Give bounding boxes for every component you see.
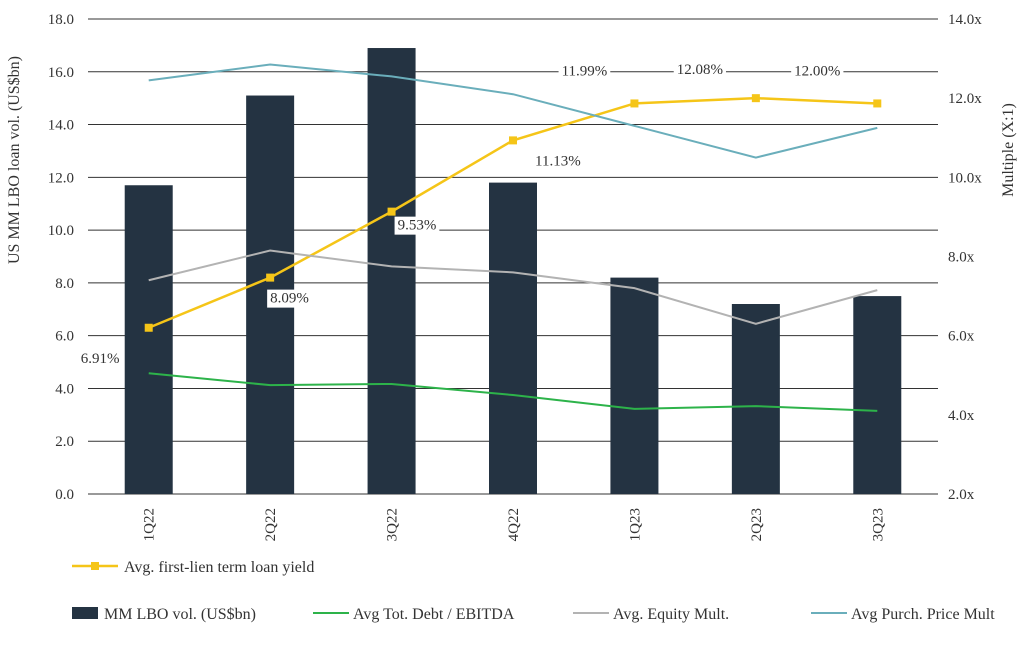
legend-label: MM LBO vol. (US$bn) bbox=[104, 606, 256, 623]
y-tick-label: 14.0 bbox=[48, 118, 74, 134]
series-marker bbox=[630, 99, 639, 108]
legend-swatch bbox=[72, 607, 98, 619]
bar bbox=[489, 182, 537, 494]
y-tick-label: 16.0 bbox=[48, 65, 74, 81]
bar bbox=[124, 185, 173, 494]
x-tick-label: 1Q23 bbox=[627, 508, 643, 541]
line-series bbox=[144, 63, 882, 412]
bar bbox=[853, 296, 902, 494]
data-label: 6.91% bbox=[81, 351, 120, 367]
x-tick-label: 3Q23 bbox=[870, 508, 886, 541]
axes: 0.0 2.0 4.0 6.0 8.0 10.0 12.0 14.0 16.0 18.0 2.0x 4… bbox=[48, 12, 983, 541]
y-tick-label: 18.0 bbox=[48, 12, 74, 28]
series-line bbox=[148, 249, 878, 325]
legend-label: Avg Tot. Debt / EBITDA bbox=[353, 606, 515, 623]
series-marker bbox=[751, 94, 760, 103]
data-label-background bbox=[77, 349, 123, 368]
y-axis-title: US MM LBO loan vol. (US$bn) bbox=[6, 56, 23, 264]
data-label: 9.53% bbox=[398, 218, 437, 234]
bar bbox=[731, 304, 780, 494]
data-label: 11.13% bbox=[535, 153, 581, 169]
y2-tick-label: 10.0x bbox=[948, 170, 982, 186]
y2-tick-label: 12.0x bbox=[948, 91, 982, 107]
bar bbox=[610, 277, 659, 494]
series-marker bbox=[509, 136, 517, 145]
y2-tick-label: 4.0x bbox=[948, 408, 975, 424]
legend: Avg. first-lien term loan yield MM LBO vo… bbox=[72, 559, 995, 623]
y2-axis-title: Multiple (X:1) bbox=[1000, 103, 1017, 197]
data-label-background bbox=[558, 62, 611, 81]
y2-tick-label: 2.0x bbox=[948, 487, 975, 503]
x-tick-label: 3Q22 bbox=[385, 508, 401, 541]
legend-label: Avg. first-lien term loan yield bbox=[124, 559, 314, 576]
series-line bbox=[148, 372, 878, 412]
data-label: 12.08% bbox=[677, 62, 723, 78]
y-tick-label: 0.0 bbox=[55, 487, 74, 503]
y2-tick-label: 8.0x bbox=[948, 250, 975, 266]
data-label-background bbox=[791, 62, 844, 81]
series-marker bbox=[387, 207, 396, 216]
x-tick-label: 2Q23 bbox=[749, 508, 765, 541]
bar bbox=[367, 48, 416, 495]
y-tick-label: 2.0 bbox=[55, 434, 74, 450]
x-tick-label: 1Q22 bbox=[142, 508, 158, 541]
data-label-background bbox=[267, 289, 312, 308]
y-tick-label: 10.0 bbox=[48, 223, 74, 239]
legend-label: Avg Purch. Price Mult bbox=[851, 606, 995, 623]
x-tick-label: 4Q22 bbox=[506, 508, 522, 541]
y-tick-label: 12.0 bbox=[48, 170, 74, 186]
series-marker bbox=[266, 273, 275, 282]
y2-tick-label: 14.0x bbox=[948, 12, 982, 28]
y-tick-label: 6.0 bbox=[55, 329, 74, 345]
series-line bbox=[148, 63, 878, 159]
x-tick-label: 2Q22 bbox=[263, 508, 279, 541]
y-tick-label: 8.0 bbox=[55, 276, 74, 292]
data-label-background bbox=[673, 61, 726, 80]
data-label-background bbox=[394, 216, 440, 235]
series-marker bbox=[144, 323, 153, 332]
y-tick-label: 4.0 bbox=[55, 381, 74, 397]
data-label: 11.99% bbox=[562, 63, 608, 79]
data-label-background bbox=[532, 152, 584, 171]
bar-series bbox=[124, 48, 902, 495]
data-labels: 6.91% 8.09% 9.53% 11.13% 11.99% 12.08% 12.00% bbox=[77, 61, 844, 368]
series-marker bbox=[873, 99, 882, 108]
data-label: 8.09% bbox=[270, 291, 309, 307]
data-label: 12.00% bbox=[794, 63, 840, 79]
legend-label: Avg. Equity Mult. bbox=[613, 606, 729, 623]
legend-marker bbox=[91, 562, 99, 570]
y2-tick-label: 6.0x bbox=[948, 329, 975, 345]
